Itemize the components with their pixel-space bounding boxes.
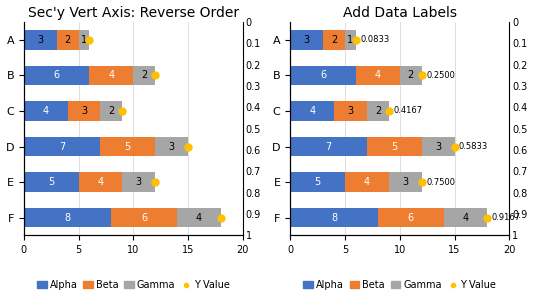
Text: 1: 1: [81, 35, 87, 45]
Text: 3: 3: [81, 106, 87, 116]
Text: 4: 4: [98, 177, 103, 187]
Text: 3: 3: [37, 35, 43, 45]
Bar: [356, 66, 400, 85]
Bar: [345, 172, 389, 192]
Bar: [290, 101, 334, 121]
Text: 6: 6: [320, 70, 326, 80]
Text: 4: 4: [43, 106, 49, 116]
Bar: [323, 30, 345, 50]
Text: 4: 4: [375, 70, 381, 80]
Text: 6: 6: [141, 213, 147, 223]
Bar: [290, 208, 378, 228]
Bar: [24, 137, 100, 156]
Text: 5: 5: [314, 177, 321, 187]
Bar: [24, 30, 56, 50]
Bar: [100, 137, 155, 156]
Text: 2: 2: [408, 70, 414, 80]
Legend: Alpha, Beta, Gamma, Y Value: Alpha, Beta, Gamma, Y Value: [37, 280, 230, 290]
Text: 3: 3: [402, 177, 408, 187]
Text: 2: 2: [141, 70, 147, 80]
Bar: [24, 172, 78, 192]
Bar: [155, 137, 188, 156]
Bar: [111, 208, 177, 228]
Bar: [56, 30, 78, 50]
Text: 4: 4: [309, 106, 315, 116]
Bar: [443, 208, 487, 228]
Bar: [133, 66, 155, 85]
Bar: [123, 172, 155, 192]
Bar: [24, 101, 68, 121]
Text: 7: 7: [326, 141, 332, 151]
Bar: [389, 172, 422, 192]
Text: 5: 5: [391, 141, 398, 151]
Bar: [400, 66, 422, 85]
Text: 4: 4: [108, 70, 115, 80]
Bar: [24, 208, 111, 228]
Bar: [24, 66, 90, 85]
Bar: [100, 101, 123, 121]
Text: 5: 5: [48, 177, 54, 187]
Text: 4: 4: [463, 213, 469, 223]
Text: 3: 3: [168, 141, 175, 151]
Bar: [90, 66, 133, 85]
Bar: [290, 66, 356, 85]
Bar: [334, 101, 367, 121]
Text: 2: 2: [331, 35, 337, 45]
Bar: [177, 208, 221, 228]
Bar: [378, 208, 443, 228]
Text: 1: 1: [348, 35, 353, 45]
Text: 8: 8: [331, 213, 337, 223]
Bar: [290, 172, 345, 192]
Text: 0.4167: 0.4167: [393, 107, 422, 116]
Text: 4: 4: [364, 177, 370, 187]
Text: 3: 3: [304, 35, 310, 45]
Text: 3: 3: [136, 177, 142, 187]
Bar: [345, 30, 356, 50]
Bar: [290, 137, 367, 156]
Bar: [68, 101, 100, 121]
Title: Add Data Labels: Add Data Labels: [343, 5, 457, 20]
Legend: Alpha, Beta, Gamma, Y Value: Alpha, Beta, Gamma, Y Value: [303, 280, 496, 290]
Text: 4: 4: [196, 213, 202, 223]
Bar: [78, 30, 90, 50]
Text: 0.5833: 0.5833: [459, 142, 488, 151]
Title: Sec'y Vert Axis: Reverse Order: Sec'y Vert Axis: Reverse Order: [28, 5, 239, 20]
Text: 2: 2: [375, 106, 381, 116]
Bar: [290, 30, 323, 50]
Text: 8: 8: [64, 213, 71, 223]
Text: 0.9167: 0.9167: [492, 213, 521, 222]
Text: 5: 5: [125, 141, 131, 151]
Bar: [78, 172, 123, 192]
Text: 0.7500: 0.7500: [426, 178, 455, 187]
Text: 2: 2: [64, 35, 71, 45]
Text: 3: 3: [348, 106, 353, 116]
Text: 0.0833: 0.0833: [360, 36, 390, 44]
Text: 3: 3: [435, 141, 441, 151]
Text: 6: 6: [408, 213, 414, 223]
Text: 7: 7: [59, 141, 65, 151]
Text: 6: 6: [54, 70, 60, 80]
Bar: [367, 137, 422, 156]
Bar: [367, 101, 389, 121]
Text: 2: 2: [108, 106, 115, 116]
Text: 0.2500: 0.2500: [426, 71, 455, 80]
Bar: [422, 137, 455, 156]
